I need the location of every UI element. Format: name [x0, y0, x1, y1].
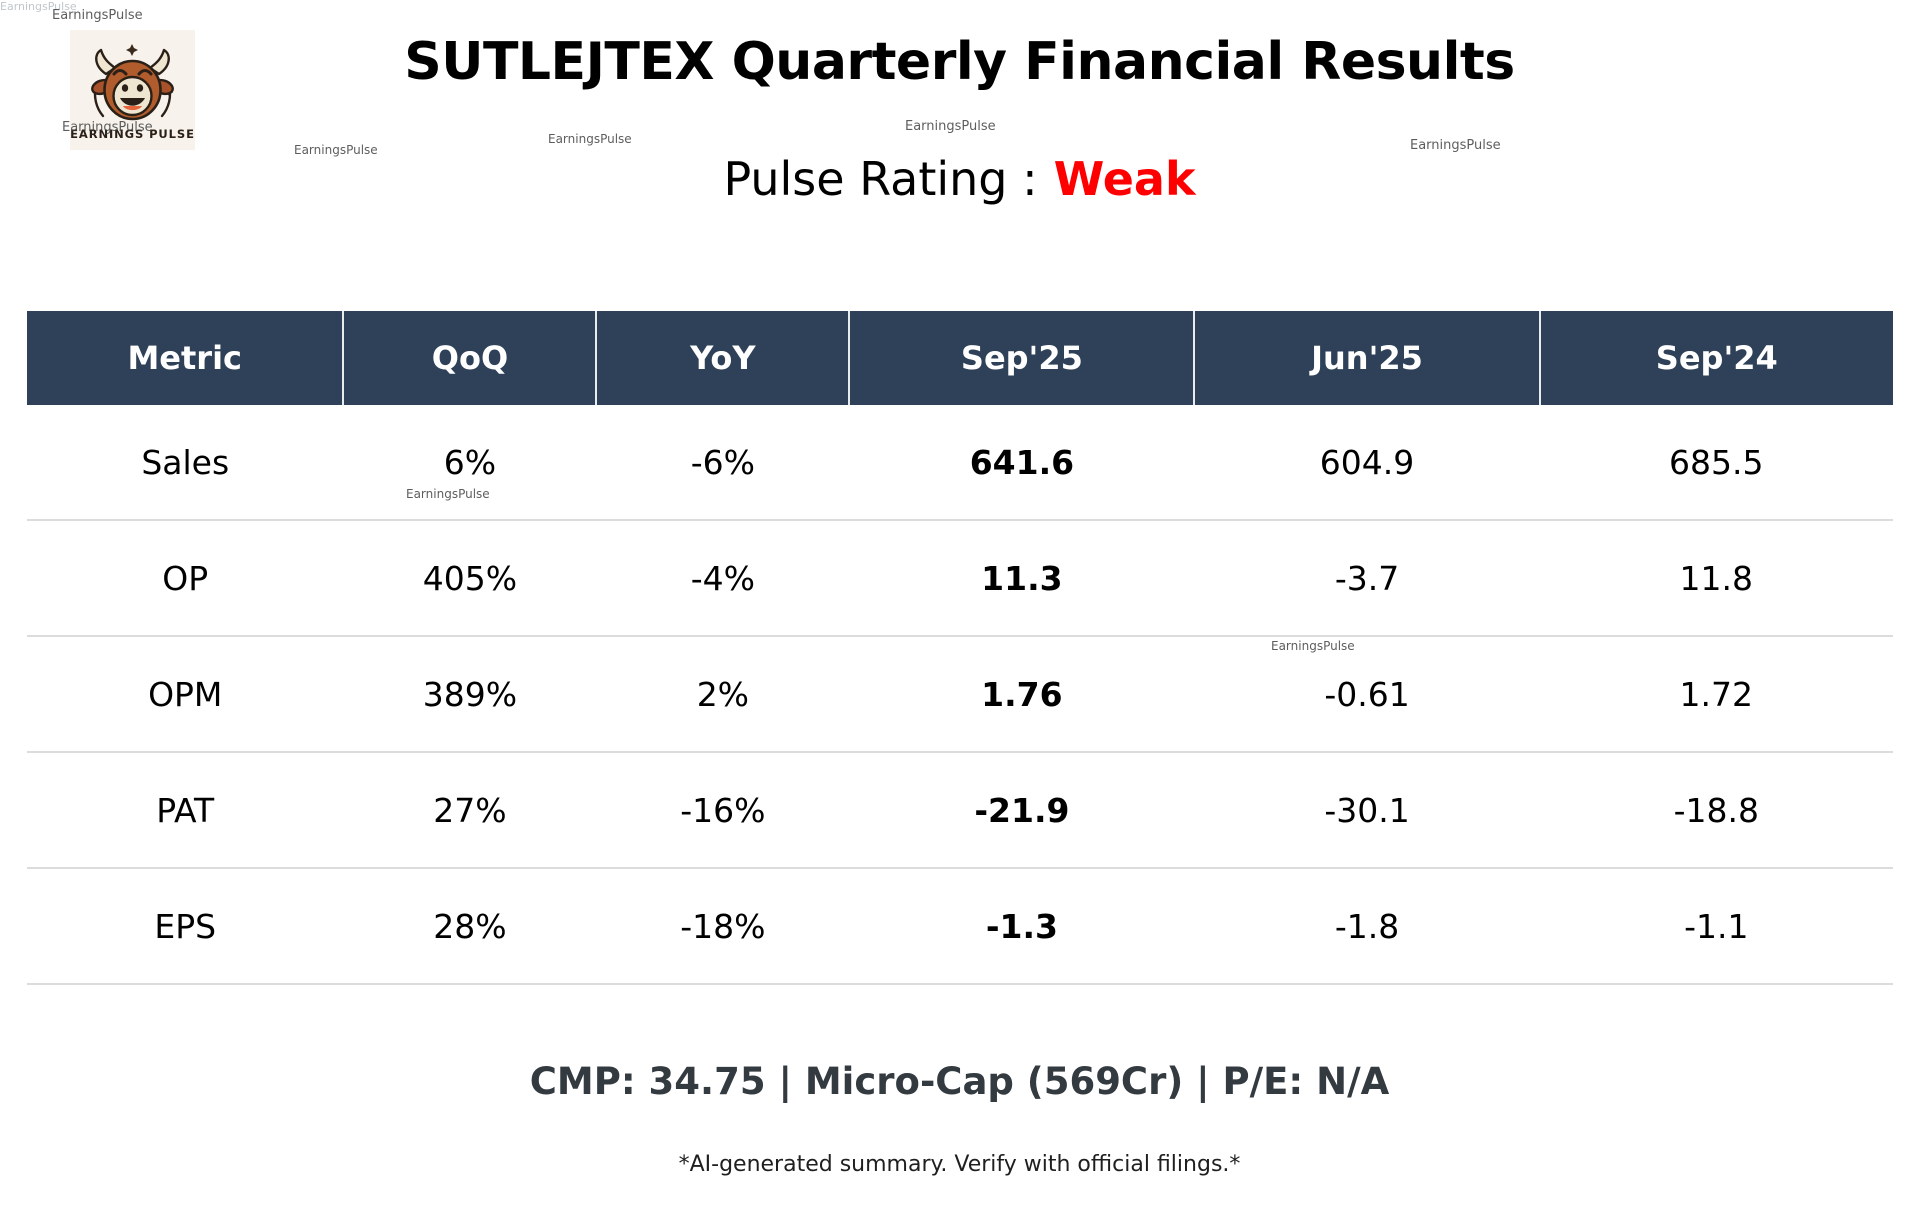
cell-metric: PAT	[27, 752, 344, 869]
cell-qoq: 6%	[343, 405, 597, 521]
pulse-rating: Pulse Rating : Weak	[0, 152, 1919, 206]
cell-prev-year: 685.5	[1539, 405, 1893, 521]
table-row: OP 405% -4% 11.3 -3.7 11.8	[27, 520, 1893, 637]
bull-mascot-icon	[70, 30, 195, 150]
col-header-metric: Metric	[27, 311, 345, 405]
cell-metric: Sales	[27, 405, 344, 521]
page-title: SUTLEJTEX Quarterly Financial Results	[404, 32, 1515, 92]
cell-qoq: 28%	[343, 868, 597, 985]
cell-qoq: 27%	[343, 752, 597, 869]
col-header-jun25: Jun'25	[1194, 311, 1541, 405]
financial-results-table: Metric QoQ YoY Sep'25 Jun'25 Sep'24 Sale…	[27, 311, 1893, 985]
table-row: OPM 389% 2% 1.76 -0.61 1.72	[27, 636, 1893, 753]
cell-prev-quarter: -0.61	[1194, 636, 1540, 753]
watermark-text: EarningsPulse	[1410, 138, 1501, 153]
watermark-layer: EarningsPulse EarningsPulse EarningsPulse E…	[0, 0, 1919, 653]
earnings-pulse-logo: EARNINGS PULSE	[70, 30, 195, 150]
cell-prev-year: 1.72	[1539, 636, 1893, 753]
cell-prev-year: -1.1	[1539, 868, 1893, 985]
watermark-text: EarningsPulse	[548, 132, 632, 146]
cell-prev-quarter: 604.9	[1194, 405, 1540, 521]
col-header-sep24: Sep'24	[1539, 311, 1893, 405]
cell-qoq: 405%	[343, 520, 597, 637]
table-header: Metric QoQ YoY Sep'25 Jun'25 Sep'24	[27, 311, 1893, 405]
cell-prev-quarter: -30.1	[1194, 752, 1540, 869]
cell-current-quarter: 1.76	[849, 636, 1195, 753]
pulse-rating-label: Pulse Rating :	[723, 152, 1038, 206]
table-header-row: Metric QoQ YoY Sep'25 Jun'25 Sep'24	[27, 311, 1893, 405]
watermark-text: EarningsPulse	[905, 119, 996, 134]
cell-yoy: 2%	[596, 636, 850, 753]
cell-yoy: -4%	[596, 520, 850, 637]
col-header-qoq: QoQ	[343, 311, 598, 405]
logo-caption: EARNINGS PULSE	[70, 127, 195, 141]
cell-yoy: -6%	[596, 405, 850, 521]
cell-qoq: 389%	[343, 636, 597, 753]
table-body: Sales 6% -6% 641.6 604.9 685.5 OP 405% -4% 11.3 -3…	[27, 405, 1893, 985]
table-row: EPS 28% -18% -1.3 -1.8 -1.1	[27, 868, 1893, 985]
cell-metric: OPM	[27, 636, 344, 753]
col-header-yoy: YoY	[596, 311, 851, 405]
watermark-text: EarningsPulse	[0, 0, 77, 13]
cell-prev-year: -18.8	[1539, 752, 1893, 869]
cmp-summary-line: CMP: 34.75 | Micro-Cap (569Cr) | P/E: N/…	[529, 1060, 1390, 1103]
cell-prev-year: 11.8	[1539, 520, 1893, 637]
cell-current-quarter: -1.3	[849, 868, 1195, 985]
cell-current-quarter: -21.9	[849, 752, 1195, 869]
cell-yoy: -18%	[596, 868, 850, 985]
cell-metric: EPS	[27, 868, 344, 985]
cell-metric: OP	[27, 520, 344, 637]
cell-yoy: -16%	[596, 752, 850, 869]
cell-prev-quarter: -3.7	[1194, 520, 1540, 637]
table-row: Sales 6% -6% 641.6 604.9 685.5	[27, 405, 1893, 521]
col-header-sep25: Sep'25	[849, 311, 1196, 405]
cell-prev-quarter: -1.8	[1194, 868, 1540, 985]
cell-current-quarter: 641.6	[849, 405, 1195, 521]
table-row: PAT 27% -16% -21.9 -30.1 -18.8	[27, 752, 1893, 869]
cell-current-quarter: 11.3	[849, 520, 1195, 637]
pulse-rating-value: Weak	[1053, 152, 1196, 206]
disclaimer-text: *AI-generated summary. Verify with offic…	[678, 1152, 1241, 1177]
